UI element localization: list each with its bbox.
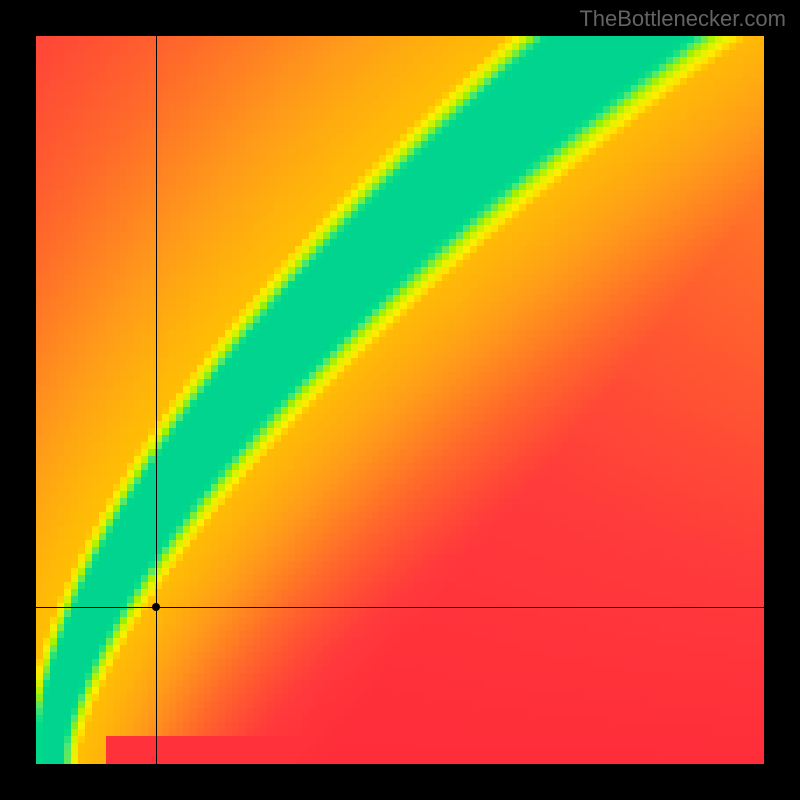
bottleneck-heatmap: [36, 36, 764, 764]
crosshair-horizontal: [36, 607, 764, 608]
chart-container: TheBottlenecker.com: [0, 0, 800, 800]
watermark-text: TheBottlenecker.com: [579, 6, 786, 32]
crosshair-vertical: [156, 36, 157, 764]
